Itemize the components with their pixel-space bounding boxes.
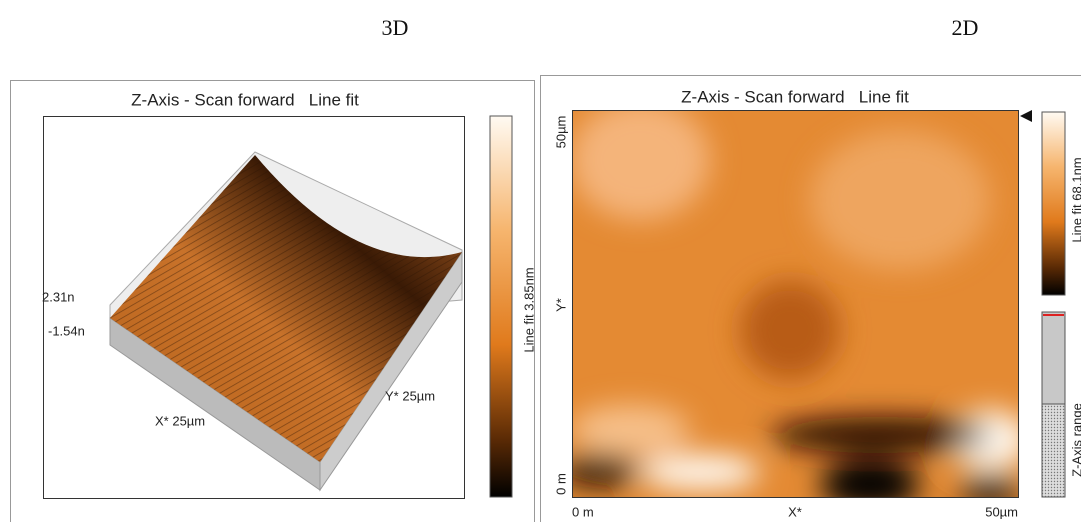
surface-3d: [110, 152, 462, 490]
colorbar: [1042, 112, 1065, 295]
x-axis-label: X* 25µm: [155, 413, 205, 428]
panel-label: 2D: [952, 15, 979, 40]
colorbar: [490, 116, 512, 497]
figure: 3D 2D Z-Axis - Scan forward Line fit 2.3…: [0, 0, 1081, 522]
x-tick-label: 0 m: [572, 504, 594, 519]
plot-title: Z-Axis - Scan forward Line fit: [131, 90, 359, 109]
colorbar-label: Line fit 3.85nm: [521, 267, 536, 352]
x-tick-label: 50µm: [985, 504, 1018, 519]
range-bar: [1042, 312, 1065, 497]
y-axis-label: Y*: [553, 298, 568, 312]
y-tick-label: 50µm: [553, 116, 568, 149]
range-label: Z-Axis range: [1069, 403, 1081, 477]
z-label: -1.54n: [48, 323, 85, 338]
plot-title: Z-Axis - Scan forward Line fit: [681, 87, 909, 106]
colorbar-label: Line fit 68.1nm: [1069, 157, 1081, 242]
y-tick-label: 0 m: [553, 473, 568, 495]
panel-label: 3D: [382, 15, 409, 40]
x-axis-label: X*: [788, 504, 802, 519]
y-axis-label: Y* 25µm: [385, 388, 435, 403]
marker: [1020, 110, 1032, 122]
height-map: [560, 100, 1030, 510]
z-label: 2.31n: [42, 289, 75, 304]
